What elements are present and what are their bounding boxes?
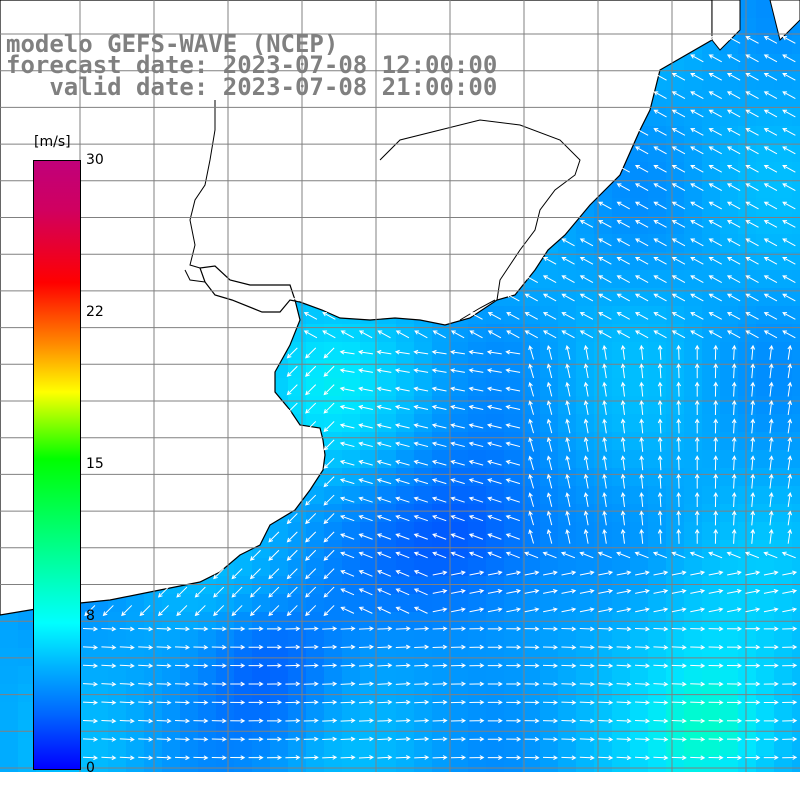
colorbar-gradient	[33, 160, 81, 770]
land-mask	[0, 0, 800, 616]
valid-date-title: valid date: 2023-07-08 21:00:00	[6, 73, 498, 101]
lat-lon-grid	[0, 0, 800, 772]
model-title: modelo GEFS-WAVE (NCEP)	[6, 30, 339, 58]
forecast-date-title: forecast date: 2023-07-08 12:00:00	[6, 51, 498, 79]
colorbar-unit: [m/s]	[34, 134, 71, 150]
colorbar-tick-8: 8	[86, 608, 95, 624]
colorbar-tick-0: 0	[86, 760, 95, 776]
colorbar-tick-30: 30	[86, 152, 104, 168]
colorbar-tick-15: 15	[86, 456, 104, 472]
wind-arrows	[82, 36, 798, 761]
colorbar-tick-22: 22	[86, 304, 104, 320]
colorbar: [m/s] 30 22 15 8 0	[0, 0, 120, 800]
